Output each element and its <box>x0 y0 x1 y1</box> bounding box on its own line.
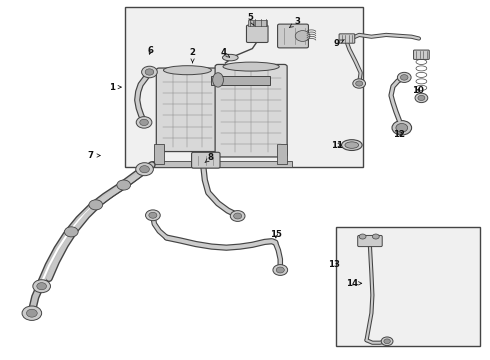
Circle shape <box>392 121 412 135</box>
Circle shape <box>418 95 425 100</box>
FancyBboxPatch shape <box>246 25 268 42</box>
Circle shape <box>149 212 157 218</box>
Circle shape <box>415 93 428 103</box>
Circle shape <box>356 81 363 86</box>
Text: 1: 1 <box>109 83 122 91</box>
Circle shape <box>397 72 411 82</box>
Text: 5: 5 <box>247 13 254 26</box>
Bar <box>154 144 164 164</box>
Text: 14: 14 <box>346 279 362 288</box>
FancyBboxPatch shape <box>339 34 355 43</box>
Text: 6: 6 <box>148 46 154 55</box>
Circle shape <box>295 31 310 41</box>
Circle shape <box>33 280 50 293</box>
Ellipse shape <box>223 62 279 71</box>
Circle shape <box>145 69 154 75</box>
Circle shape <box>89 200 103 210</box>
Circle shape <box>117 180 130 190</box>
Ellipse shape <box>222 54 238 61</box>
Circle shape <box>230 211 245 221</box>
FancyBboxPatch shape <box>215 64 287 157</box>
Text: 10: 10 <box>412 86 424 95</box>
FancyBboxPatch shape <box>192 152 220 168</box>
Ellipse shape <box>213 73 223 87</box>
Text: 11: 11 <box>331 140 343 150</box>
Text: 3: 3 <box>290 17 301 27</box>
Circle shape <box>136 117 152 128</box>
Text: 8: 8 <box>205 153 214 163</box>
Circle shape <box>372 234 379 239</box>
Circle shape <box>140 166 149 173</box>
Circle shape <box>140 119 148 126</box>
Circle shape <box>273 265 288 275</box>
Circle shape <box>37 283 47 290</box>
Circle shape <box>146 210 160 221</box>
Bar <box>248 20 267 26</box>
Text: 15: 15 <box>270 230 282 239</box>
Text: 9: 9 <box>333 40 344 49</box>
Circle shape <box>384 339 391 344</box>
Bar <box>152 161 292 167</box>
Circle shape <box>276 267 284 273</box>
Circle shape <box>400 75 408 80</box>
Circle shape <box>65 227 78 237</box>
Ellipse shape <box>345 142 359 148</box>
Circle shape <box>142 66 157 78</box>
Text: 7: 7 <box>88 151 100 160</box>
Text: 2: 2 <box>190 49 196 63</box>
FancyBboxPatch shape <box>277 24 308 48</box>
Circle shape <box>136 163 153 176</box>
Bar <box>277 144 287 164</box>
Circle shape <box>234 213 242 219</box>
Text: 13: 13 <box>328 260 340 269</box>
Bar <box>336 227 480 346</box>
Bar <box>211 76 270 85</box>
Ellipse shape <box>164 66 211 75</box>
Text: 4: 4 <box>220 49 230 57</box>
FancyBboxPatch shape <box>358 235 382 247</box>
Text: 12: 12 <box>393 130 405 139</box>
Circle shape <box>22 306 42 320</box>
Circle shape <box>381 337 393 346</box>
Circle shape <box>396 123 408 132</box>
Circle shape <box>353 79 366 88</box>
Circle shape <box>26 309 37 317</box>
FancyBboxPatch shape <box>414 50 429 59</box>
Ellipse shape <box>342 140 362 150</box>
FancyBboxPatch shape <box>156 68 219 152</box>
Bar <box>125 7 363 167</box>
Circle shape <box>359 234 366 239</box>
